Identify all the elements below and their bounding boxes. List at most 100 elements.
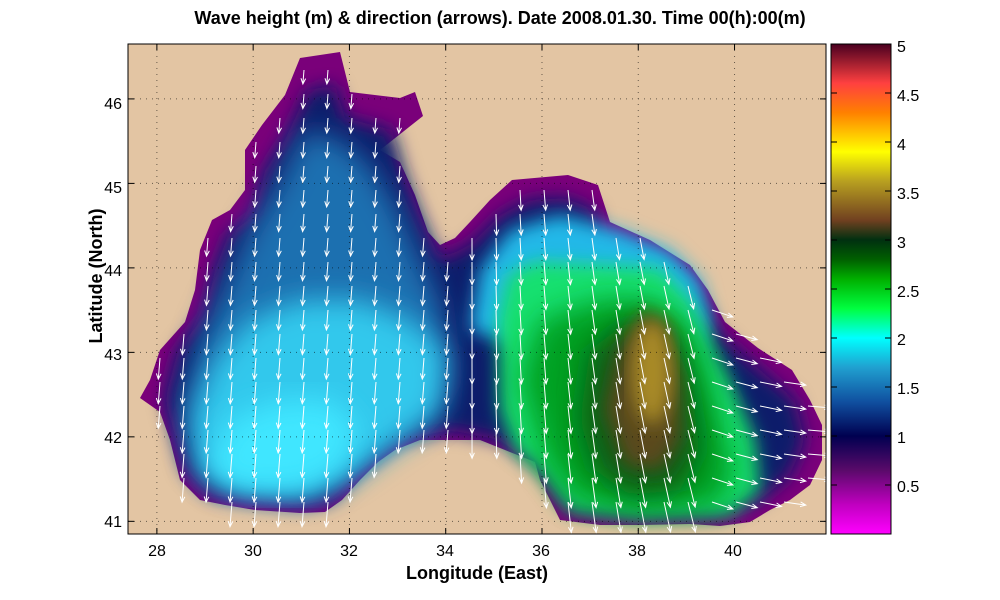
wave-arrow (615, 405, 623, 435)
wave-arrow (711, 477, 735, 486)
wave-arrow (711, 429, 735, 438)
x-tick-label: 36 (532, 543, 550, 560)
wave-arrow (179, 477, 186, 504)
wave-arrow (567, 285, 573, 311)
x-tick-label: 38 (628, 543, 646, 560)
wave-arrow (228, 213, 234, 233)
wave-arrow (591, 381, 598, 410)
wave-arrow (276, 189, 282, 209)
wave-arrow (299, 477, 306, 504)
wave-arrow (543, 405, 549, 435)
wave-arrow (323, 381, 330, 406)
wave-direction-arrows (155, 69, 826, 534)
wave-arrow (807, 428, 826, 435)
wave-arrow (639, 261, 647, 286)
wave-arrow (567, 477, 574, 510)
colorbar-label: 3 (897, 235, 906, 252)
wave-arrow (493, 357, 500, 386)
wave-arrow (615, 429, 623, 460)
wave-arrow (518, 381, 524, 410)
wave-arrow (591, 213, 597, 237)
wave-arrow (203, 429, 210, 455)
wave-arrow (420, 261, 426, 283)
wave-arrow (591, 309, 598, 336)
wave-arrow (542, 309, 549, 336)
wave-arrow (372, 309, 378, 332)
colorbar-label: 2.5 (897, 284, 919, 301)
wave-arrow (396, 213, 402, 233)
wave-arrow (663, 453, 672, 484)
wave-arrow (639, 477, 648, 509)
wave-arrow (663, 429, 672, 459)
x-tick-label: 40 (724, 543, 742, 560)
wave-arrow (347, 477, 354, 504)
wave-arrow (396, 237, 402, 258)
wave-arrow (371, 429, 378, 455)
wave-arrow (567, 333, 573, 361)
wave-arrow (371, 381, 378, 406)
wave-arrow (179, 381, 186, 406)
wave-arrow (493, 213, 500, 237)
wave-arrow (324, 69, 331, 86)
wave-arrow (251, 477, 258, 504)
wave-arrow (324, 93, 331, 110)
wave-arrow (252, 189, 258, 209)
wave-arrow (639, 309, 647, 336)
wave-arrow (395, 357, 402, 381)
wave-arrow (395, 405, 402, 430)
wave-arrow (493, 405, 500, 435)
wave-arrow (783, 501, 808, 508)
wave-arrow (396, 189, 402, 209)
y-tick-label: 43 (104, 347, 122, 364)
wave-arrow (347, 453, 354, 479)
wave-arrow (372, 117, 378, 135)
wave-arrow (299, 357, 306, 381)
wave-arrow (348, 93, 355, 110)
wave-arrow (518, 285, 524, 311)
wave-arrow (275, 429, 282, 455)
wave-arrow (711, 405, 735, 414)
wave-arrow (300, 141, 306, 160)
wave-arrow (591, 237, 598, 262)
wave-arrow (807, 404, 826, 411)
wave-arrow (615, 381, 623, 410)
wave-arrow (347, 429, 354, 455)
wave-arrow (783, 477, 808, 484)
wave-arrow (759, 501, 783, 509)
wave-arrow (567, 261, 573, 286)
colorbar-label: 4 (897, 137, 906, 154)
wave-arrow (299, 333, 306, 356)
wave-arrow (324, 141, 330, 160)
wave-arrow (252, 309, 258, 332)
y-tick-label: 45 (104, 180, 122, 197)
wave-arrow (735, 333, 759, 341)
wave-arrow (252, 261, 258, 283)
wave-arrow (348, 285, 354, 307)
wave-arrow (300, 69, 307, 86)
wave-arrow (372, 189, 378, 209)
wave-arrow (591, 453, 598, 485)
wave-arrow (518, 405, 525, 435)
wave-arrow (276, 165, 282, 184)
wave-arrow (493, 237, 500, 262)
wave-arrow (324, 165, 330, 184)
wave-arrow (807, 476, 826, 483)
wave-arrow (372, 165, 378, 184)
wave-arrow (639, 453, 648, 484)
y-tick-label: 44 (104, 263, 122, 280)
colorbar-ticks (831, 43, 891, 486)
wave-arrow (783, 405, 808, 412)
wave-arrow (419, 429, 426, 455)
wave-arrow (639, 501, 648, 534)
wave-arrow (276, 213, 282, 233)
wave-arrow (663, 261, 671, 286)
wave-arrow (324, 285, 330, 307)
wave-arrow (711, 309, 735, 318)
wave-arrow (324, 117, 330, 135)
wave-arrow (542, 333, 549, 361)
wave-arrow (759, 477, 783, 485)
wave-arrow (299, 405, 306, 430)
wave-arrow (687, 453, 697, 484)
wave-arrow (687, 405, 697, 434)
wave-arrow (711, 381, 735, 390)
